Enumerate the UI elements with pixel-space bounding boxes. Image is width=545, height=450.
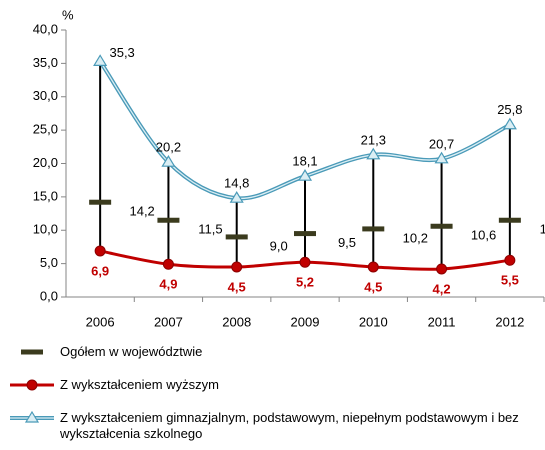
data-label: 14,8 — [224, 176, 249, 191]
legend-symbol — [10, 410, 54, 423]
y-tick-label: 20,0 — [33, 155, 58, 170]
dash-marker — [294, 231, 316, 237]
data-label: 20,2 — [156, 140, 181, 155]
data-label: 11,5 — [540, 222, 545, 237]
legend-item: Ogółem w województwie — [8, 344, 538, 360]
circle-marker — [367, 261, 379, 273]
data-label: 4,2 — [433, 281, 451, 296]
triangle-marker — [24, 410, 40, 423]
x-tick-label: 2007 — [154, 314, 183, 329]
y-tick-label: 35,0 — [33, 55, 58, 70]
y-tick-label: 0,0 — [40, 288, 58, 303]
circle-marker — [94, 245, 106, 257]
data-label: 4,9 — [159, 277, 177, 292]
circle-marker — [504, 254, 516, 266]
x-tick-label: 2011 — [428, 314, 456, 329]
legend-label: Ogółem w województwie — [60, 344, 203, 359]
y-axis-label: % — [62, 7, 74, 22]
data-label: 10,2 — [403, 230, 428, 245]
dash-marker — [498, 217, 521, 223]
x-tick-label: 2009 — [291, 314, 320, 329]
legend-symbol — [10, 379, 54, 391]
dash-marker — [157, 217, 180, 223]
x-tick-label: 2010 — [359, 314, 388, 329]
triangle-marker — [502, 117, 517, 130]
dash-marker — [89, 199, 112, 205]
dash-marker — [21, 349, 43, 355]
circle-marker — [162, 258, 174, 270]
circle-marker — [231, 261, 243, 273]
dash-marker — [362, 226, 385, 232]
legend-label: Z wykształceniem wyższym — [60, 377, 219, 392]
data-label: 5,5 — [501, 273, 519, 288]
data-label: 18,1 — [292, 154, 317, 169]
triangle-marker — [229, 191, 244, 203]
x-tick-label: 2006 — [86, 314, 115, 329]
legend-item: Z wykształceniem wyższym — [8, 377, 538, 393]
y-tick-label: 40,0 — [33, 21, 58, 36]
data-label: 10,6 — [471, 228, 496, 243]
legend-label: Z wykształceniem gimnazjalnym, podstawow… — [60, 410, 519, 441]
y-tick-label: 25,0 — [33, 122, 58, 137]
legend-symbol — [21, 349, 43, 355]
y-tick-label: 10,0 — [33, 222, 58, 237]
triangle-marker — [93, 54, 108, 66]
data-label: 20,7 — [429, 136, 454, 151]
legend-item: Z wykształceniem gimnazjalnym, podstawow… — [8, 410, 538, 442]
circle-marker — [26, 379, 38, 391]
triangle-marker — [366, 147, 381, 160]
circle-marker — [436, 263, 448, 275]
data-label: 6,9 — [91, 263, 109, 278]
triangle-marker — [161, 154, 176, 167]
data-label: 25,8 — [497, 102, 522, 117]
dash-marker — [430, 223, 453, 229]
triangle-marker — [434, 151, 449, 164]
data-label: 14,2 — [129, 204, 154, 219]
data-label: 4,5 — [228, 279, 246, 294]
chart: % 0,0 5,0 10,0 15,0 20,0 25,0 30,0 35,0 40,0 2006… — [33, 7, 545, 329]
data-label: 9,0 — [270, 238, 288, 253]
data-label: 21,3 — [361, 132, 386, 147]
data-label: 4,5 — [364, 279, 382, 294]
y-tick-label: 15,0 — [33, 188, 58, 203]
y-tick-label: 30,0 — [33, 88, 58, 103]
dash-marker — [225, 234, 248, 240]
data-label: 35,3 — [109, 45, 134, 60]
x-tick-label: 2008 — [222, 314, 251, 329]
x-tick-label: 2012 — [495, 314, 524, 329]
y-tick-label: 5,0 — [40, 255, 58, 270]
data-label: 11,5 — [198, 222, 222, 237]
data-label: 9,5 — [338, 235, 356, 250]
data-label: 5,2 — [296, 275, 314, 290]
triangle-marker — [297, 169, 313, 181]
circle-marker — [299, 256, 311, 268]
